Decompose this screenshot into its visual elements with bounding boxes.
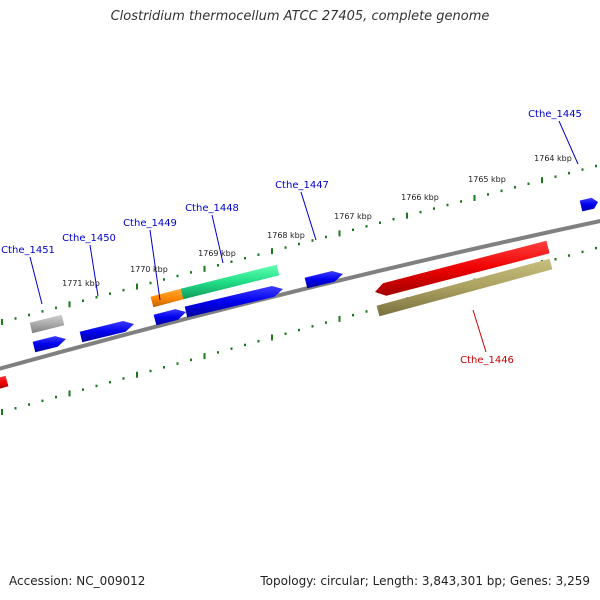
gene-cthe-1448-blue [184,286,283,318]
ruler-label: 1767 kbp [334,212,372,221]
ruler-label: 1768 kbp [267,231,305,240]
label-leader-line [211,214,224,264]
label-leader-line [472,309,487,353]
gene-label: Cthe_1447 [275,180,329,191]
gene-cthe-1446-olive [376,258,553,317]
ruler-label: 1770 kbp [130,265,168,274]
gene-labels: Cthe_1445 Cthe_1446 Cthe_1447 Cthe_1448 Cthe… [1,109,582,366]
ruler-label: 1769 kbp [198,249,236,258]
gene-label: Cthe_1446 [460,355,514,366]
gene-label: Cthe_1448 [185,203,239,214]
backbone-line [0,219,600,371]
gene-cthe-1450-blue [79,321,134,343]
gene-label: Cthe_1451 [1,245,55,256]
gene-cthe-1449-blue [153,309,186,326]
gene-label: Cthe_1445 [528,109,582,120]
gene-edge-red [0,375,9,389]
genome-backbone [0,219,600,371]
genome-summary-text: Topology: circular; Length: 3,843,301 bp… [260,574,590,588]
ruler-ticks: 1764 kbp 1765 kbp 1766 kbp 1767 kbp 1768 kbp… [1,154,597,415]
ruler-label: 1765 kbp [468,175,506,184]
map-title: Clostridium thermocellum ATCC 27405, com… [110,9,490,24]
label-leader-line [149,229,161,301]
label-leader-line [89,244,99,297]
ruler-label: 1771 kbp [62,279,100,288]
gene-label: Cthe_1450 [62,233,116,244]
label-leader-line [558,120,579,165]
label-leaders [29,120,579,353]
gene-cthe-1449-orange [150,288,184,308]
ruler-label: 1766 kbp [401,193,439,202]
ruler-label: 1764 kbp [534,154,572,163]
gene-cthe-1448-green [180,264,280,300]
gene-cthe-1451-blue [32,336,66,353]
gene-label: Cthe_1449 [123,218,177,229]
gene-cthe-1446-red [375,240,550,296]
label-leader-line [29,256,43,305]
gene-cthe-1445-blue [579,197,598,212]
gene-cthe-1451-gray [29,314,65,334]
gene-cthe-1447-blue [304,271,343,289]
label-leader-line [300,191,317,241]
gene-features [0,197,598,389]
accession-text: Accession: NC_009012 [9,574,146,588]
